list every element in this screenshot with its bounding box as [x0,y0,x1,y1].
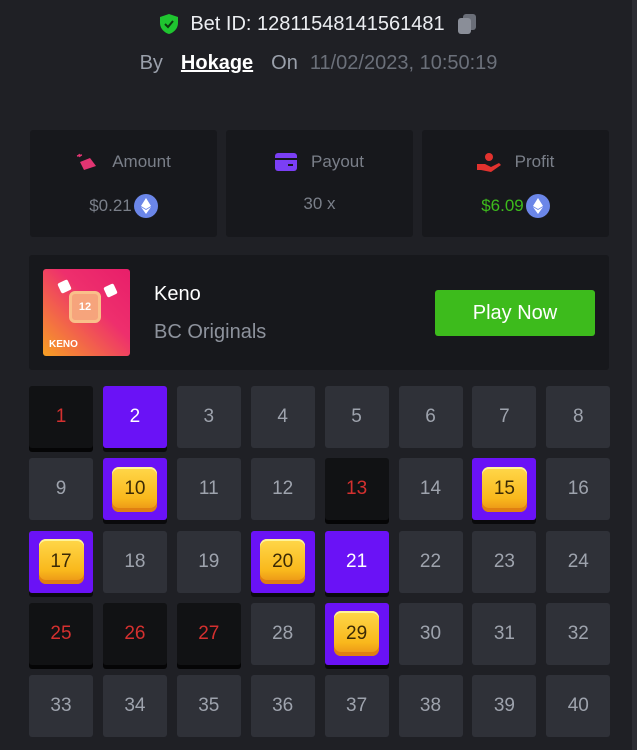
keno-cell-hit-20[interactable]: 20 [250,530,315,593]
keno-cell-hit-29[interactable]: 29 [324,602,389,665]
copy-icon[interactable] [455,12,479,36]
keno-cell-missed-25[interactable]: 25 [29,602,93,665]
keno-thumbnail[interactable]: 12 KENO [43,269,130,356]
scrollbar-track[interactable] [632,0,637,750]
keno-cell-cell-35[interactable]: 35 [176,675,241,738]
gem-icon: 20 [260,539,306,585]
keno-cell-cell-34[interactable]: 34 [102,675,167,738]
keno-cell-cell-39[interactable]: 39 [472,675,537,738]
keno-cell-cell-6[interactable]: 6 [398,386,463,448]
keno-cell-cell-40[interactable]: 40 [546,675,611,738]
keno-cell-missed-13[interactable]: 13 [324,458,389,521]
keno-cell-cell-18[interactable]: 18 [102,530,167,593]
game-name[interactable]: Keno [154,283,201,305]
game-card: 12 KENO Keno BC Originals Play Now [29,255,609,370]
keno-cell-hit-15[interactable]: 15 [472,458,537,521]
stat-value: 30 x [303,194,336,213]
bet-datetime: 11/02/2023, 10:50:19 [309,52,498,74]
keno-cell-selected-21[interactable]: 21 [324,530,389,593]
gem-icon: 10 [112,466,158,512]
keno-cell-cell-30[interactable]: 30 [398,602,463,665]
by-label: By [139,52,163,74]
stat-label: Amount [112,152,171,171]
stat-value: $6.09 [481,196,524,215]
thumb-number: 12 [69,291,101,323]
keno-cell-cell-16[interactable]: 16 [546,458,611,521]
username-link[interactable]: Hokage [180,52,254,74]
keno-cell-selected-2[interactable]: 2 [102,386,167,448]
keno-cell-missed-27[interactable]: 27 [176,602,241,665]
stat-label: Payout [311,152,364,171]
stat-payout: Payout 30 x [226,130,413,237]
game-provider: BC Originals [154,321,267,343]
gem-icon: 15 [481,466,527,512]
keno-cell-cell-11[interactable]: 11 [176,458,241,521]
keno-cell-cell-37[interactable]: 37 [324,675,389,738]
keno-cell-missed-26[interactable]: 26 [102,602,167,665]
bet-meta-row: By Hokage On 11/02/2023, 10:50:19 [0,52,637,75]
keno-cell-cell-22[interactable]: 22 [398,530,463,593]
stat-profit: Profit $6.09 [422,130,609,237]
keno-cell-missed-1[interactable]: 1 [29,386,93,448]
on-label: On [271,52,298,74]
keno-cell-cell-31[interactable]: 31 [472,602,537,665]
keno-cell-cell-33[interactable]: 33 [29,675,93,738]
keno-cell-cell-38[interactable]: 38 [398,675,463,738]
keno-cell-cell-12[interactable]: 12 [250,458,315,521]
coins-icon [77,153,97,170]
verified-shield-icon [160,14,179,34]
stat-label: Profit [514,152,555,171]
keno-cell-cell-19[interactable]: 19 [176,530,241,593]
stat-value: $0.21 [89,196,132,215]
keno-cell-cell-28[interactable]: 28 [250,602,315,665]
bet-id: Bet ID: 12811548141561481 [190,12,445,35]
keno-cell-cell-5[interactable]: 5 [324,386,389,448]
stat-amount: Amount $0.21 [30,130,217,237]
eth-icon [525,194,550,218]
eth-icon [133,194,158,218]
keno-cell-cell-23[interactable]: 23 [472,530,537,593]
gem-icon: 29 [334,611,380,657]
keno-cell-cell-9[interactable]: 9 [29,458,93,521]
keno-cell-cell-24[interactable]: 24 [546,530,611,593]
keno-cell-cell-3[interactable]: 3 [176,386,241,448]
keno-cell-cell-32[interactable]: 32 [546,602,611,665]
keno-cell-cell-7[interactable]: 7 [472,386,537,448]
keno-cell-cell-8[interactable]: 8 [546,386,611,448]
wallet-icon [275,153,298,171]
gem-icon: 17 [38,539,84,585]
keno-cell-cell-14[interactable]: 14 [398,458,463,521]
thumb-title: KENO [49,339,78,350]
keno-cell-cell-4[interactable]: 4 [250,386,315,448]
hand-user-icon [476,153,501,172]
keno-cell-hit-10[interactable]: 10 [102,458,167,521]
bet-id-row: Bet ID: 12811548141561481 [0,12,637,36]
keno-cell-cell-36[interactable]: 36 [250,675,315,738]
play-now-button[interactable]: Play Now [435,290,595,336]
keno-cell-hit-17[interactable]: 17 [29,530,93,593]
